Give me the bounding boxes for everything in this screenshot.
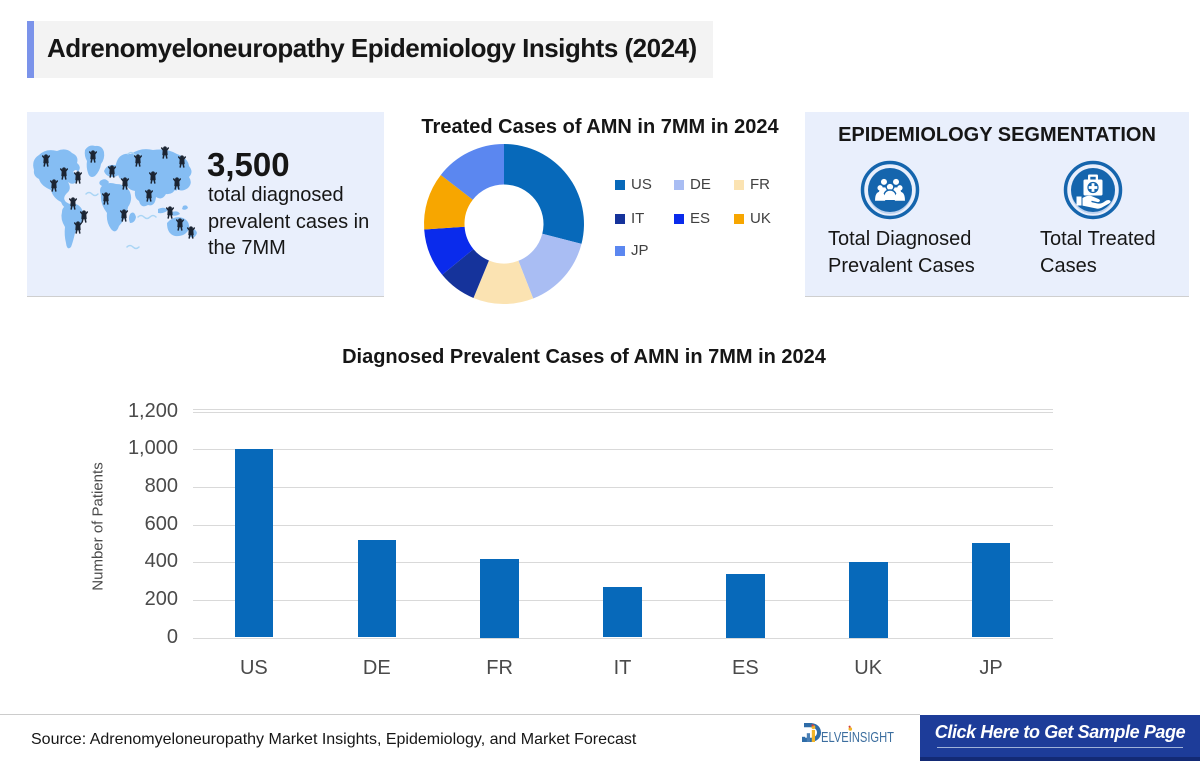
svg-text:ELVEINSIGHT: ELVEINSIGHT	[821, 729, 894, 746]
